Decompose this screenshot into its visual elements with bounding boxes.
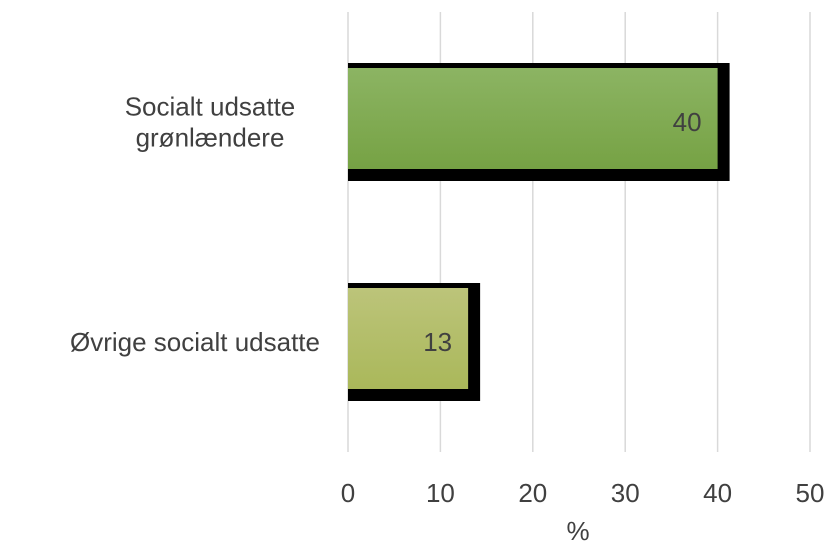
- bar: [348, 68, 718, 169]
- bar: [348, 288, 469, 389]
- labels: 0 10 20 30 40 50 40 Socialt udsatte grønlændere 1…: [70, 92, 824, 509]
- x-axis-title: %: [566, 516, 589, 546]
- x-tick-label: 0: [341, 478, 355, 508]
- y-category-label: Socialt udsatte grønlændere: [125, 92, 296, 153]
- y-category-label: Øvrige socialt udsatte: [70, 327, 320, 357]
- x-tick-label: 20: [518, 478, 547, 508]
- bars: [348, 63, 730, 401]
- x-tick-label: 30: [611, 478, 640, 508]
- x-tick-label: 10: [426, 478, 455, 508]
- data-label: 13: [423, 327, 452, 357]
- x-tick-label: 50: [796, 478, 825, 508]
- x-tick-label: 40: [703, 478, 732, 508]
- data-label: 40: [673, 107, 702, 137]
